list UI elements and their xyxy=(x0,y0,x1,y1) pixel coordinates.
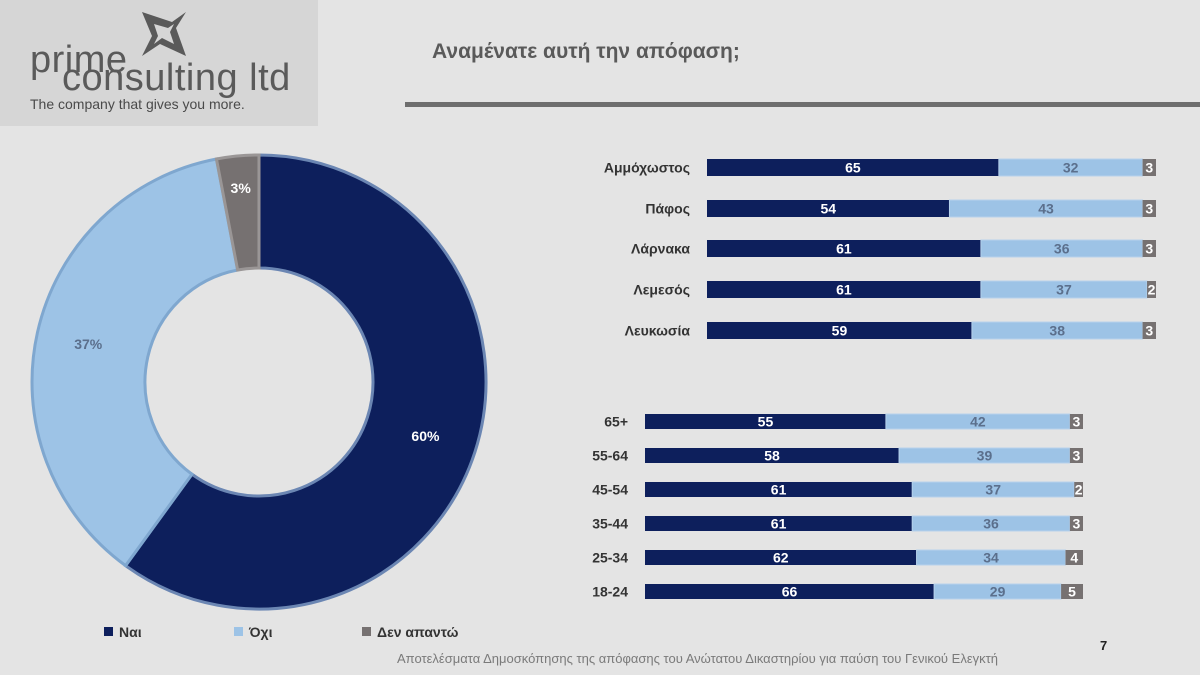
age-bar-label-no: 29 xyxy=(990,584,1006,600)
donut-slice-no xyxy=(30,157,240,568)
donut-slice-no-answer xyxy=(214,153,261,272)
district-bar-label-no-answer: 3 xyxy=(1145,323,1153,339)
district-bar-label-no-answer: 3 xyxy=(1145,160,1153,176)
age-category-label: 25-34 xyxy=(592,550,628,566)
district-category-label: Λεμεσός xyxy=(633,282,690,298)
age-bar-yes xyxy=(645,414,886,429)
district-bar-yes xyxy=(707,200,950,217)
age-bar-yes xyxy=(645,448,900,463)
district-category-label: Λάρνακα xyxy=(631,241,690,257)
district-bar-label-yes: 61 xyxy=(836,282,852,298)
age-bar-label-no-answer: 5 xyxy=(1068,584,1076,600)
age-bar-label-yes: 66 xyxy=(782,584,798,600)
district-bar-yes xyxy=(707,159,999,176)
district-bar-label-no-answer: 3 xyxy=(1145,241,1153,257)
age-bar-label-no-answer: 4 xyxy=(1070,550,1078,566)
district-bar-label-no-answer: 2 xyxy=(1148,282,1156,298)
legend-no-swatch xyxy=(234,627,243,636)
district-bar-yes xyxy=(707,281,981,298)
age-bar-label-yes: 62 xyxy=(773,550,789,566)
age-category-label: 65+ xyxy=(604,414,628,430)
logo-text-prime: prime xyxy=(30,39,128,81)
footer-caption: Αποτελέσματα Δημοσκόπησης της απόφασης τ… xyxy=(397,651,998,666)
district-bar-label-no: 38 xyxy=(1049,323,1065,339)
district-bar-no-answer xyxy=(1142,200,1156,217)
logo-text-consulting: consulting ltd xyxy=(62,57,291,99)
district-bar-label-no: 43 xyxy=(1038,201,1054,217)
logo-star-icon xyxy=(142,12,186,56)
legend-no-label: Όχι xyxy=(248,624,273,640)
age-bar-no-answer xyxy=(1069,448,1083,463)
donut-slice-yes xyxy=(123,153,488,611)
age-bar-label-yes: 61 xyxy=(771,482,787,498)
age-category-label: 35-44 xyxy=(592,516,628,532)
logo: prime consulting ltd The company that gi… xyxy=(0,0,318,126)
district-bar-label-no: 37 xyxy=(1056,282,1072,298)
district-bar-label-no: 32 xyxy=(1063,160,1079,176)
legend-yes-swatch xyxy=(104,627,113,636)
age-bar-yes xyxy=(645,516,913,531)
age-bar-label-no-answer: 3 xyxy=(1073,516,1081,532)
age-bar-yes xyxy=(645,584,935,599)
age-bar-no-answer xyxy=(1069,414,1083,429)
district-bar-label-yes: 65 xyxy=(845,160,861,176)
page-number: 7 xyxy=(1100,638,1108,653)
district-bar-label-no: 36 xyxy=(1054,241,1070,257)
age-category-label: 45-54 xyxy=(592,482,628,498)
district-bar-no-answer xyxy=(1147,281,1156,298)
age-bar-yes xyxy=(645,482,913,497)
district-bar-no-answer xyxy=(1142,240,1156,257)
age-bar-label-yes: 55 xyxy=(758,414,774,430)
age-bar-label-no-answer: 3 xyxy=(1073,448,1081,464)
legend-yes-label: Ναι xyxy=(119,624,142,640)
age-bar-label-no: 34 xyxy=(983,550,999,566)
district-bar-yes xyxy=(707,322,972,339)
age-bar-label-no: 39 xyxy=(977,448,993,464)
district-bar-label-yes: 59 xyxy=(832,323,848,339)
age-bar-no-answer xyxy=(1065,550,1083,565)
age-bar-label-no: 36 xyxy=(983,516,999,532)
district-bar-yes xyxy=(707,240,981,257)
donut-label-no-answer: 3% xyxy=(231,180,252,196)
logo-tagline: The company that gives you more. xyxy=(30,96,245,112)
age-bar-label-no: 42 xyxy=(970,414,986,430)
district-category-label: Πάφος xyxy=(645,201,690,217)
age-bar-no-answer xyxy=(1074,482,1083,497)
district-category-label: Αμμόχωστος xyxy=(604,160,690,176)
district-bar-label-yes: 61 xyxy=(836,241,852,257)
age-bar-label-yes: 58 xyxy=(764,448,780,464)
page-title: Αναμένατε αυτή την απόφαση; xyxy=(432,40,740,63)
donut-label-yes: 60% xyxy=(411,428,440,444)
age-bar-no-answer xyxy=(1061,584,1083,599)
donut-label-no: 37% xyxy=(74,336,103,352)
title-divider xyxy=(405,102,1200,107)
district-bar-no-answer xyxy=(1142,322,1156,339)
age-bar-label-yes: 61 xyxy=(771,516,787,532)
age-bar-label-no-answer: 2 xyxy=(1075,482,1083,498)
age-category-label: 55-64 xyxy=(592,448,628,464)
age-bar-no-answer xyxy=(1069,516,1083,531)
age-category-label: 18-24 xyxy=(592,584,628,600)
legend-no-answer-label: Δεν απαντώ xyxy=(377,624,459,640)
age-bar-label-no: 37 xyxy=(985,482,1001,498)
legend-no-answer-swatch xyxy=(362,627,371,636)
district-bar-label-yes: 54 xyxy=(820,201,836,217)
age-bar-label-no-answer: 3 xyxy=(1073,414,1081,430)
age-bar-yes xyxy=(645,550,917,565)
district-bar-label-no-answer: 3 xyxy=(1145,201,1153,217)
district-bar-no-answer xyxy=(1142,159,1156,176)
district-category-label: Λευκωσία xyxy=(625,323,691,339)
